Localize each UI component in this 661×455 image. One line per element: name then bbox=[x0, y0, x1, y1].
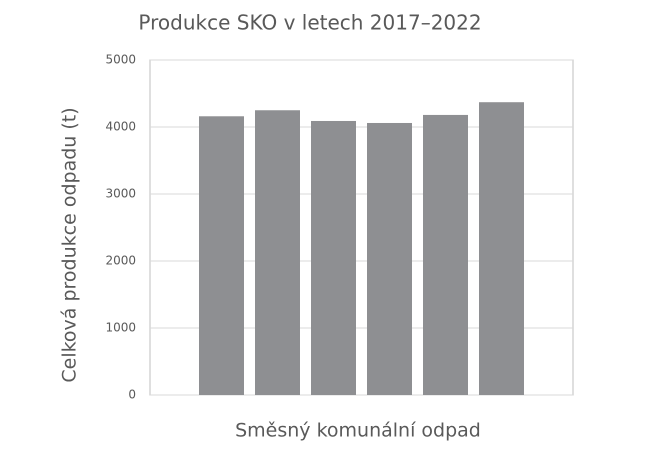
y-tick-label: 4000 bbox=[105, 120, 136, 134]
bar bbox=[255, 110, 300, 395]
y-tick-label: 3000 bbox=[105, 187, 136, 201]
y-tick-label: 0 bbox=[128, 388, 136, 402]
y-tick-label: 5000 bbox=[105, 53, 136, 67]
bar bbox=[311, 120, 356, 395]
x-axis-label: Směsný komunální odpad bbox=[235, 420, 481, 442]
chart-title: Produkce SKO v letech 2017–2022 bbox=[138, 11, 481, 35]
bar bbox=[367, 122, 412, 395]
y-tick-label: 1000 bbox=[105, 321, 136, 335]
y-axis-label: Celková produkce odpadu (t) bbox=[59, 107, 81, 382]
y-tick-label: 2000 bbox=[105, 254, 136, 268]
bar bbox=[479, 102, 524, 396]
bar bbox=[199, 116, 244, 395]
bar bbox=[423, 114, 468, 395]
